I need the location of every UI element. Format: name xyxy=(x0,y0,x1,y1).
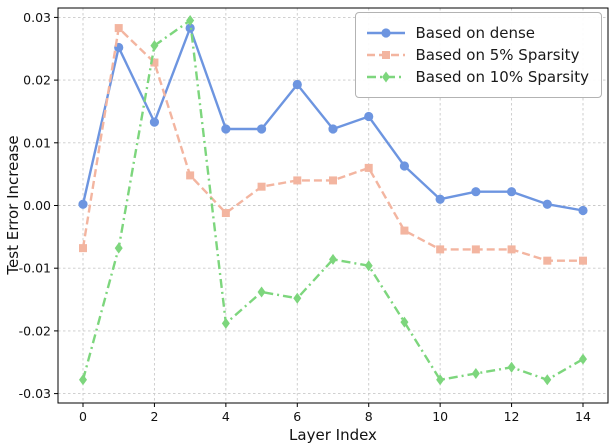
marker-square xyxy=(471,245,480,254)
series-line-2 xyxy=(81,18,584,382)
legend-marker-5pct-icon xyxy=(366,47,406,63)
marker-square xyxy=(293,176,302,185)
x-tick-label: 14 xyxy=(575,409,591,424)
series-markers-1 xyxy=(79,24,587,265)
x-tick-label: 10 xyxy=(432,409,448,424)
series-markers-0 xyxy=(78,23,588,216)
x-tick-label: 2 xyxy=(150,409,158,424)
marker-diamond xyxy=(150,40,159,52)
marker-circle xyxy=(381,28,392,38)
plot-frame xyxy=(57,7,609,404)
marker-diamond xyxy=(257,286,266,298)
marker-square xyxy=(221,209,230,218)
x-tick-label: 12 xyxy=(504,409,520,424)
marker-diamond xyxy=(400,316,409,328)
marker-square xyxy=(364,163,373,172)
marker-circle xyxy=(399,161,410,171)
legend-label-10pct: Based on 10% Sparsity xyxy=(415,68,589,86)
y-tick-label: -0.03 xyxy=(19,386,51,401)
x-tick-label: 0 xyxy=(79,409,87,424)
marker-square xyxy=(114,24,123,33)
marker-square xyxy=(186,171,195,180)
marker-diamond xyxy=(436,374,445,386)
marker-circle xyxy=(256,124,267,134)
y-tick-label: 0.00 xyxy=(23,198,51,213)
marker-diamond xyxy=(329,253,337,265)
y-tick-label: -0.02 xyxy=(19,323,51,338)
x-tick-label: 4 xyxy=(222,409,230,424)
y-tick-label: 0.01 xyxy=(23,135,51,150)
legend-marker-dense-icon xyxy=(366,25,406,41)
marker-square xyxy=(150,58,159,67)
marker-square xyxy=(382,51,391,59)
marker-diamond xyxy=(579,353,587,365)
marker-diamond xyxy=(471,368,480,380)
marker-diamond xyxy=(79,374,87,386)
legend: Based on dense Based on 5% Sparsity Base… xyxy=(355,12,602,98)
y-tick-label: -0.01 xyxy=(19,261,51,276)
marker-square xyxy=(79,244,87,253)
marker-circle xyxy=(506,187,517,197)
legend-entry-5pct: Based on 5% Sparsity xyxy=(366,46,589,64)
marker-diamond xyxy=(114,242,123,254)
marker-circle xyxy=(328,124,338,134)
marker-circle xyxy=(292,79,302,90)
marker-circle xyxy=(364,111,374,122)
x-axis-label: Layer Index xyxy=(289,426,377,444)
legend-label-dense: Based on dense xyxy=(415,24,536,42)
marker-circle xyxy=(578,205,588,216)
legend-entry-10pct: Based on 10% Sparsity xyxy=(366,68,589,86)
legend-marker-10pct-icon xyxy=(366,69,406,85)
marker-circle xyxy=(149,117,160,127)
marker-square xyxy=(329,176,337,185)
legend-label-5pct: Based on 5% Sparsity xyxy=(415,46,580,64)
marker-diamond xyxy=(382,71,391,83)
marker-diamond xyxy=(186,15,195,27)
x-tick-label: 6 xyxy=(293,409,301,424)
marker-circle xyxy=(435,194,445,204)
marker-diamond xyxy=(293,292,302,304)
series-markers-2 xyxy=(79,15,587,386)
marker-circle xyxy=(542,199,552,209)
marker-diamond xyxy=(221,317,230,329)
marker-circle xyxy=(471,187,481,197)
marker-square xyxy=(400,226,409,235)
marker-square xyxy=(579,256,587,265)
legend-entry-dense: Based on dense xyxy=(366,24,589,42)
marker-circle xyxy=(221,124,231,134)
marker-square xyxy=(436,245,445,254)
y-tick-label: 0.03 xyxy=(23,10,51,25)
marker-diamond xyxy=(364,260,373,272)
marker-square xyxy=(543,256,552,265)
marker-diamond xyxy=(543,374,552,386)
y-axis-label: Test Error Increase xyxy=(4,135,22,275)
marker-circle xyxy=(78,199,88,209)
y-tick-label: 0.02 xyxy=(23,73,51,88)
x-tick-label: 8 xyxy=(365,409,373,424)
marker-square xyxy=(507,245,516,254)
marker-square xyxy=(257,182,266,191)
marker-diamond xyxy=(507,361,516,373)
